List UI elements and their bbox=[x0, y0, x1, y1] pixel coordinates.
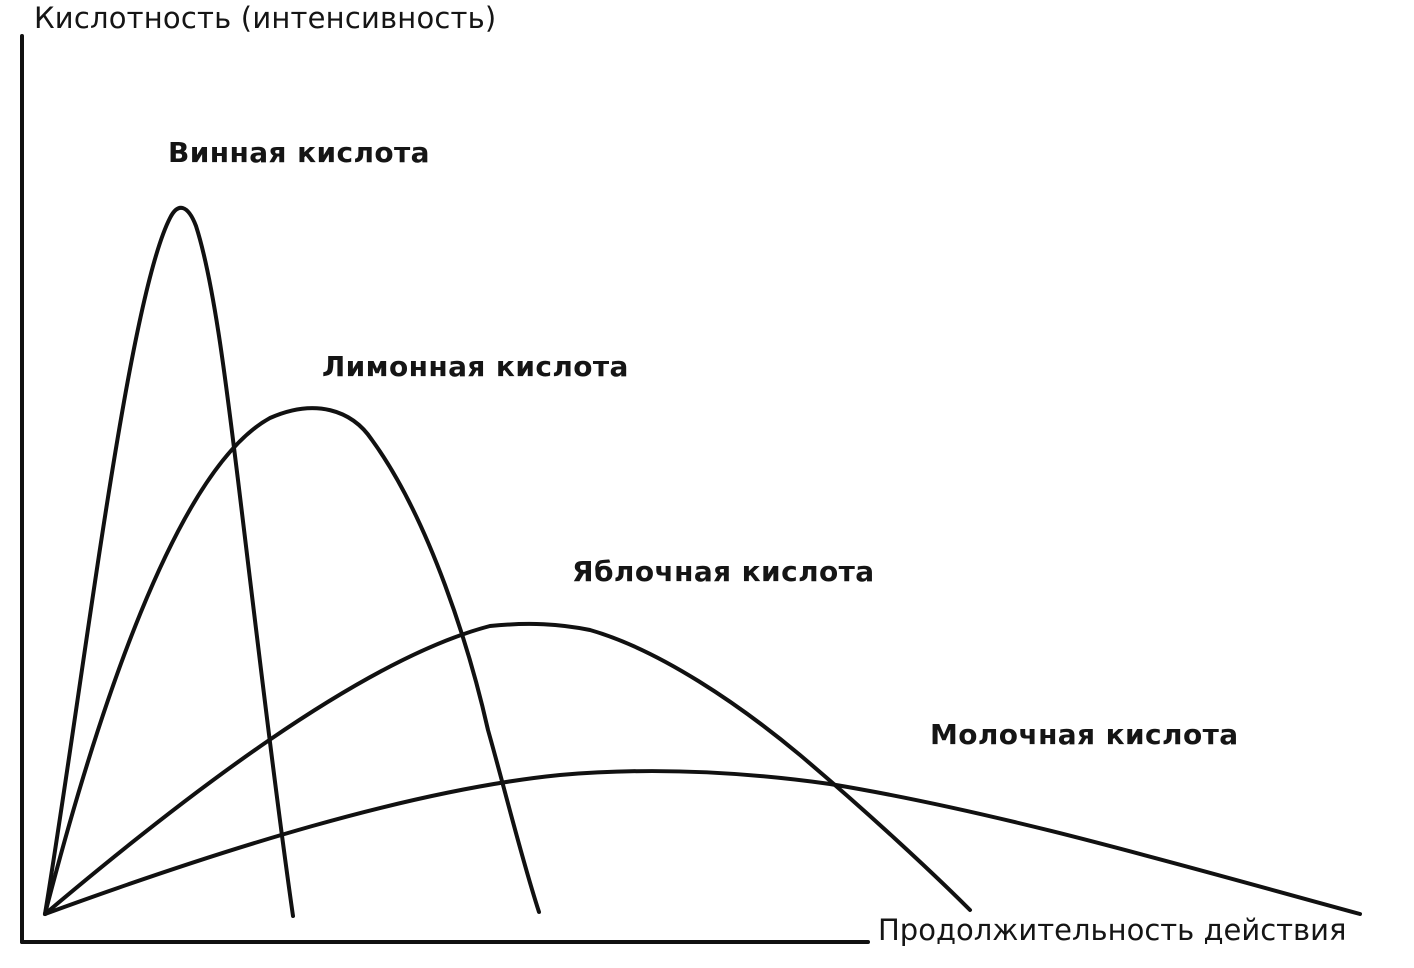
series-label-lactic-acid: Молочная кислота bbox=[930, 718, 1239, 751]
series-line-lactic-acid bbox=[43, 769, 1362, 916]
series-line-malic-acid bbox=[43, 621, 972, 916]
y-axis-title: Кислотность (интенсивность) bbox=[34, 1, 497, 35]
x-axis-title: Продолжительность действия bbox=[878, 913, 1347, 947]
series-label-citric-acid: Лимонная кислота bbox=[322, 350, 629, 383]
series-label-malic-acid: Яблочная кислота bbox=[572, 555, 875, 588]
series-label-wine-acid: Винная кислота bbox=[168, 136, 430, 169]
series-line-citric-acid bbox=[43, 406, 541, 916]
series-line-wine-acid bbox=[43, 205, 295, 918]
